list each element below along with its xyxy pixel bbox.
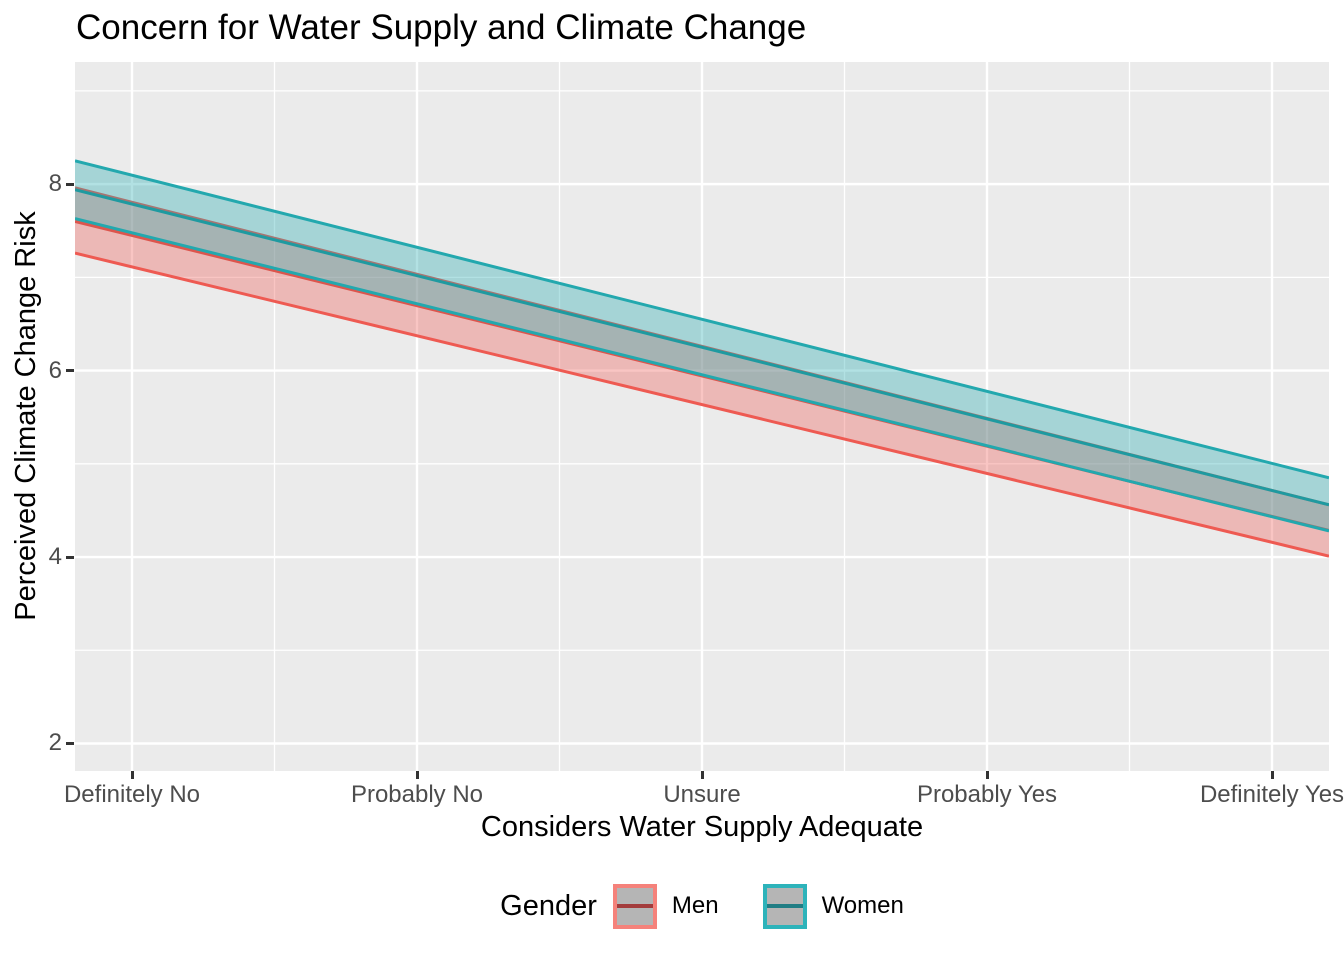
x-axis-tick-label: Probably No [350,781,484,808]
y-axis-tick-label: 6 [48,356,62,384]
legend-key-men-line [616,904,653,908]
legend-key-women-ribbon-swatch [762,883,807,929]
y-axis-tick-mark [66,741,74,745]
x-axis-tick-mark [985,771,989,779]
confidence-ribbon-men [75,187,1329,557]
legend-entry-men: Men [612,883,719,929]
ribbon-lower-edge-women [75,217,1329,533]
x-axis-tick-mark [700,771,704,779]
y-axis-tick-mark [66,555,74,559]
y-axis-tick-mark [66,182,74,186]
legend-title: Gender [500,889,597,922]
chart-title: Concern for Water Supply and Climate Cha… [76,8,807,47]
y-axis-title: Perceived Climate Change Risk [10,211,42,621]
legend-entry-women: Women [762,883,904,929]
legend-label-men: Men [671,892,719,919]
legend-label-women: Women [821,892,904,919]
legend-key-women-line [766,904,803,908]
x-axis-tick-label: Definitely Yes [1199,781,1344,808]
plot-panel [75,62,1329,771]
legend: Gender Men Women [75,880,1329,932]
x-axis-tick-mark [130,771,134,779]
y-axis-tick-label: 8 [48,170,62,198]
chart-canvas [75,62,1329,771]
ribbon-lower-edge-men [75,251,1329,558]
regression-line-women [75,188,1329,507]
x-axis-tick-label: Definitely No [63,781,201,808]
legend-key-men-ribbon-swatch [612,883,657,929]
ribbon-upper-edge-women [75,159,1329,480]
y-axis-tick-mark [66,369,74,373]
x-axis-tick-label: Probably Yes [916,781,1058,808]
x-axis-title: Considers Water Supply Adequate [480,811,924,843]
x-axis-tick-label: Unsure [663,781,741,808]
y-axis-tick-label: 4 [48,543,62,571]
x-axis-tick-mark [1270,771,1274,779]
x-axis-tick-mark [415,771,419,779]
y-axis-tick-label: 2 [48,729,62,757]
